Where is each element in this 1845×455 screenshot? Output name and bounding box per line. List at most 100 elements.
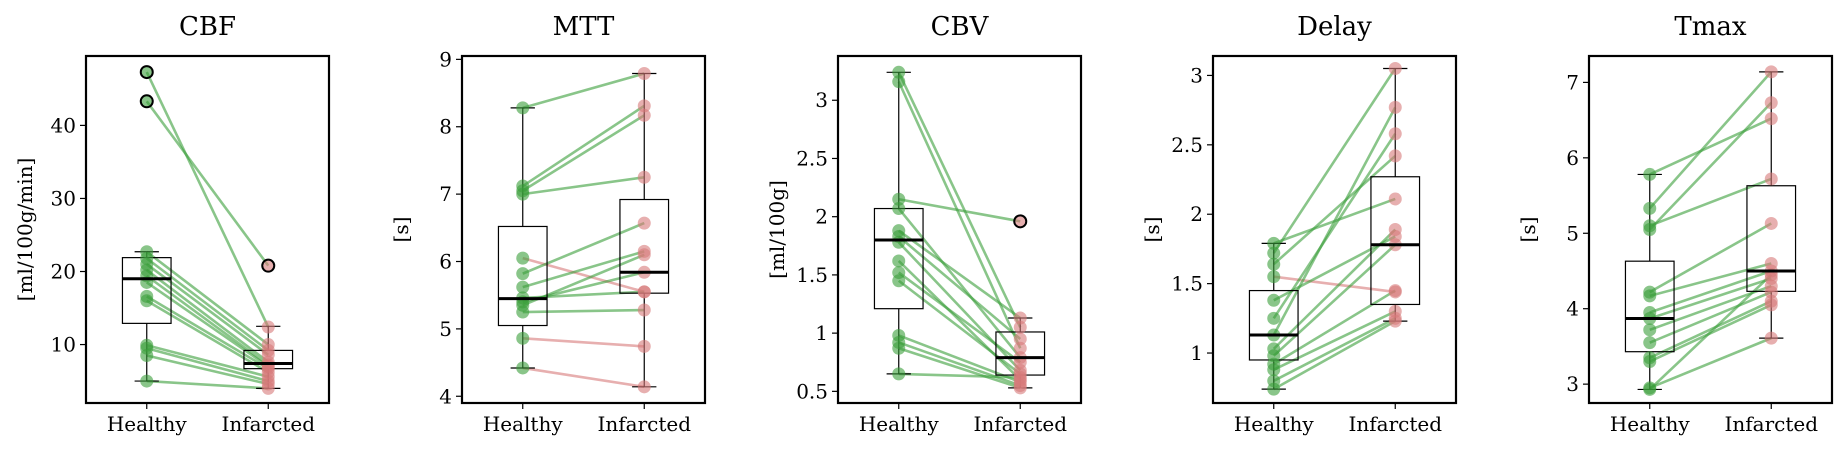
data-point-infarcted	[1388, 192, 1402, 206]
data-point-healthy	[1267, 293, 1281, 307]
plot-frame	[460, 54, 707, 405]
x-tick-label: Infarcted	[1724, 412, 1818, 436]
data-point-infarcted	[1388, 223, 1402, 236]
data-point-healthy	[1643, 323, 1657, 337]
data-point-infarcted	[1764, 65, 1778, 79]
data-point-healthy	[140, 374, 154, 388]
data-point-infarcted	[261, 259, 275, 273]
data-point-healthy	[1267, 246, 1281, 260]
data-point-healthy	[1643, 201, 1657, 215]
y-tick-label: 7	[1566, 70, 1579, 94]
data-point-infarcted	[1388, 149, 1402, 163]
box-iqr	[1370, 176, 1421, 306]
y-tick-label: 4	[439, 384, 452, 408]
pair-line	[145, 100, 270, 267]
data-point-infarcted	[1013, 320, 1027, 334]
data-point-infarcted	[1388, 61, 1402, 75]
y-tick-label: 30	[51, 186, 76, 210]
y-tick-label: 6	[1566, 146, 1579, 170]
pair-line	[1272, 243, 1397, 357]
chart-panel-cbf: CBF [ml/100g/min] 10 20 30 40 Healthy Infarcted	[13, 12, 331, 436]
chart-title: CBV	[931, 12, 990, 42]
data-point-healthy	[1643, 382, 1657, 396]
pair-line	[522, 366, 645, 389]
x-tick-label: Infarcted	[221, 412, 315, 436]
pair-line	[1273, 289, 1396, 366]
data-point-infarcted	[1764, 96, 1778, 110]
pair-line	[522, 256, 645, 294]
data-point-healthy	[1643, 223, 1657, 236]
y-tick-label: 40	[51, 113, 76, 137]
pair-line	[146, 281, 269, 368]
data-point-infarcted	[1013, 214, 1027, 228]
pair-line	[522, 114, 645, 192]
data-point-healthy	[1643, 336, 1657, 350]
data-point-infarcted	[1764, 216, 1778, 230]
data-point-infarcted	[261, 381, 275, 395]
pair-line	[1272, 154, 1397, 266]
pair-line	[897, 241, 1022, 372]
pair-line	[1649, 277, 1772, 320]
data-point-healthy	[892, 367, 906, 381]
data-point-healthy	[1267, 257, 1281, 271]
chart-title: Delay	[1297, 12, 1372, 42]
data-point-infarcted	[637, 108, 651, 122]
data-point-healthy	[516, 305, 530, 319]
data-point-infarcted	[637, 67, 651, 81]
chart-title: CBF	[179, 12, 236, 42]
y-tick-label: 3	[1566, 372, 1579, 396]
y-tick-label: 10	[51, 333, 76, 357]
data-point-healthy	[892, 341, 906, 355]
outlier-marker	[139, 65, 154, 80]
data-point-healthy	[516, 267, 530, 281]
pair-line	[522, 72, 645, 110]
outlier-marker	[1013, 214, 1028, 229]
pair-line	[1649, 177, 1772, 227]
plot-frame	[1211, 54, 1458, 405]
data-point-healthy	[892, 274, 906, 288]
data-point-healthy	[892, 254, 906, 268]
pair-line	[522, 337, 645, 348]
y-tick-label: 1	[1190, 341, 1203, 365]
y-tick-label: 5	[1566, 221, 1579, 245]
pair-line	[1648, 101, 1773, 231]
data-point-infarcted	[637, 99, 651, 113]
data-point-infarcted	[1764, 285, 1778, 299]
data-point-healthy	[892, 192, 906, 206]
y-tick-label: 3	[1190, 63, 1203, 87]
y-tick-label: 2.5	[796, 146, 828, 170]
pair-line	[146, 379, 269, 390]
y-tick-label: 8	[439, 115, 452, 139]
data-point-infarcted	[1013, 332, 1027, 346]
y-tick-label: 6	[439, 250, 452, 274]
data-point-healthy	[516, 187, 530, 201]
data-point-healthy	[892, 65, 906, 79]
data-point-healthy	[140, 349, 154, 363]
data-point-healthy	[1267, 270, 1281, 284]
pair-line	[522, 250, 645, 289]
pair-line	[1648, 70, 1773, 210]
pair-line	[898, 347, 1021, 390]
pair-line	[898, 341, 1021, 387]
data-point-infarcted	[637, 170, 651, 184]
pair-line	[145, 71, 270, 328]
data-point-healthy	[892, 235, 906, 249]
pair-line	[898, 334, 1021, 384]
pair-line	[1273, 317, 1396, 382]
pair-line	[898, 372, 1021, 379]
chart-title: MTT	[553, 12, 615, 42]
plot-frame	[836, 54, 1083, 405]
pair-line	[522, 308, 645, 314]
data-point-infarcted	[1013, 311, 1027, 325]
y-tick-label: 0.5	[796, 379, 828, 403]
pair-line	[1649, 222, 1772, 294]
pair-line	[145, 269, 270, 364]
pair-line	[146, 344, 269, 378]
pair-line	[522, 104, 645, 188]
data-point-infarcted	[1764, 112, 1778, 126]
data-point-infarcted	[637, 380, 651, 394]
pair-line	[145, 257, 270, 352]
data-point-healthy	[1643, 167, 1657, 181]
x-tick-label: Infarcted	[973, 412, 1067, 436]
